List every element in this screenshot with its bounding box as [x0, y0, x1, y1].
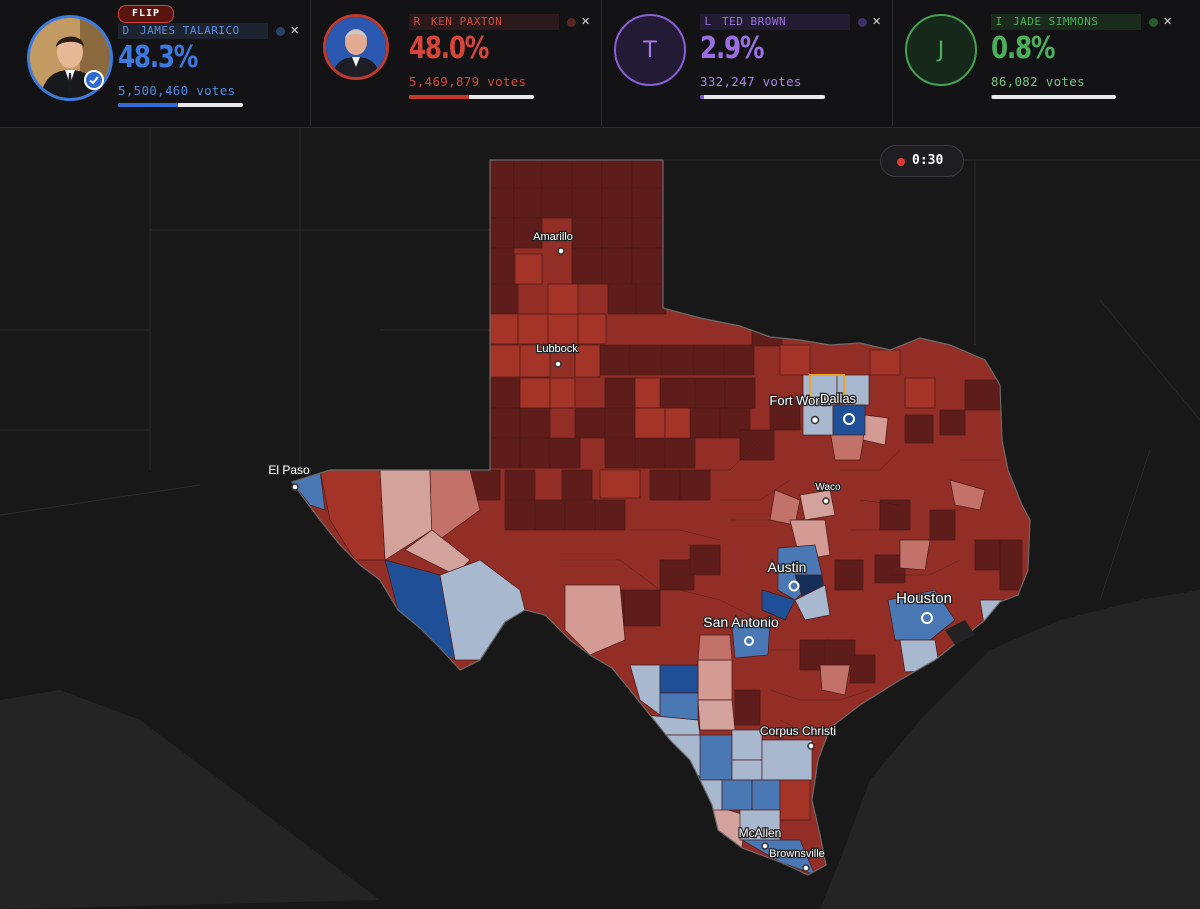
- vote-share-bar: [700, 95, 825, 99]
- color-dot-icon: [567, 18, 576, 27]
- city-dot-fort-worth: [810, 415, 820, 425]
- city-dot-houston: [921, 612, 933, 624]
- city-dot-austin: [788, 580, 800, 592]
- party-letter: D: [122, 24, 130, 37]
- city-dot-dallas: [843, 413, 855, 425]
- portrait-image: [326, 17, 386, 77]
- vote-percentage: 48.0%: [409, 31, 489, 66]
- winner-check-icon: [84, 70, 104, 90]
- city-label-amarillo: Amarillo: [533, 231, 573, 243]
- candidate-card-paxton[interactable]: R KEN PAXTON ✕ 48.0% 5,469,879 votes: [311, 0, 601, 126]
- candidate-card-brown[interactable]: T L TED BROWN ✕ 2.9% 332,247 votes: [602, 0, 892, 126]
- city-label-austin: Austin: [768, 559, 807, 575]
- city-markers: Amarillo Lubbock Fort Worth Dallas El Pa…: [267, 230, 953, 872]
- vote-count: 5,469,879 votes: [409, 74, 527, 89]
- candidate-photo-paxton: [323, 14, 389, 80]
- candidate-card-simmons[interactable]: J I JADE SIMMONS ✕ 0.8% 86,082 votes: [893, 0, 1200, 126]
- city-label-el-paso: El Paso: [268, 463, 310, 477]
- party-letter: I: [995, 15, 1003, 28]
- vote-share-bar: [118, 103, 243, 107]
- vote-share-bar: [991, 95, 1116, 99]
- vote-percentage: 0.8%: [991, 31, 1056, 66]
- remove-candidate-button[interactable]: ✕: [872, 15, 882, 28]
- candidate-card-talarico[interactable]: FLIP D JAMES TALARICO ✕ 48.3% 5,500,460 v…: [0, 0, 310, 126]
- candidate-name: JADE SIMMONS: [1013, 15, 1099, 28]
- vote-share-bar: [409, 95, 534, 99]
- candidate-avatar: T: [614, 14, 686, 86]
- flip-badge: FLIP: [118, 5, 174, 23]
- color-dot-icon: [276, 27, 285, 36]
- city-label-dallas: Dallas: [820, 391, 857, 406]
- candidate-name: TED BROWN: [722, 15, 787, 28]
- recording-dot-icon: [897, 158, 905, 166]
- candidate-name-label: D JAMES TALARICO: [118, 23, 268, 39]
- galveston-bay: [945, 620, 975, 645]
- city-dot-lubbock: [554, 360, 562, 368]
- gulf-water: [820, 590, 1200, 909]
- remove-candidate-button[interactable]: ✕: [1163, 15, 1173, 28]
- timer-label: 0:30: [912, 153, 944, 168]
- candidate-avatar: J: [905, 14, 977, 86]
- selected-county-outline: [809, 374, 845, 402]
- city-dot-san-antonio: [744, 636, 754, 646]
- color-dot-icon: [1149, 18, 1158, 27]
- city-label-houston: Houston: [896, 590, 952, 607]
- city-dot-amarillo: [557, 247, 565, 255]
- city-dot-brownsville: [802, 864, 810, 872]
- remove-candidate-button[interactable]: ✕: [290, 24, 300, 37]
- color-dot-icon: [858, 18, 867, 27]
- texas-county-map[interactable]: Amarillo Lubbock Fort Worth Dallas El Pa…: [0, 128, 1200, 909]
- candidate-name-label: I JADE SIMMONS: [991, 14, 1141, 30]
- city-label-waco: Waco: [815, 482, 841, 493]
- vote-count: 332,247 votes: [700, 74, 802, 89]
- results-header: FLIP D JAMES TALARICO ✕ 48.3% 5,500,460 v…: [0, 0, 1200, 128]
- party-letter: L: [704, 15, 712, 28]
- city-label-fort-worth: Fort Worth: [769, 393, 830, 408]
- city-dot-el-paso: [291, 483, 299, 491]
- vote-percentage: 48.3%: [118, 40, 198, 75]
- city-dot-waco: [822, 497, 830, 505]
- vote-count: 5,500,460 votes: [118, 83, 236, 98]
- city-label-lubbock: Lubbock: [536, 343, 578, 355]
- party-letter: R: [413, 15, 421, 28]
- candidate-name-label: R KEN PAXTON: [409, 14, 559, 30]
- city-label-san-antonio: San Antonio: [703, 614, 779, 630]
- vote-percentage: 2.9%: [700, 31, 765, 66]
- city-dot-corpus-christi: [807, 742, 815, 750]
- candidate-name: JAMES TALARICO: [140, 24, 240, 37]
- city-dot-mcallen: [761, 842, 769, 850]
- candidate-name: KEN PAXTON: [431, 15, 503, 28]
- city-label-brownsville: Brownsville: [769, 848, 825, 860]
- pacific-water: [0, 690, 380, 909]
- replay-timer[interactable]: 0:30: [880, 145, 964, 177]
- vote-count: 86,082 votes: [991, 74, 1085, 89]
- city-label-corpus-christi: Corpus Christi: [760, 724, 836, 738]
- texas-outline: [291, 159, 1031, 876]
- candidate-name-label: L TED BROWN: [700, 14, 850, 30]
- remove-candidate-button[interactable]: ✕: [581, 15, 591, 28]
- city-label-mcallen: McAllen: [739, 826, 782, 840]
